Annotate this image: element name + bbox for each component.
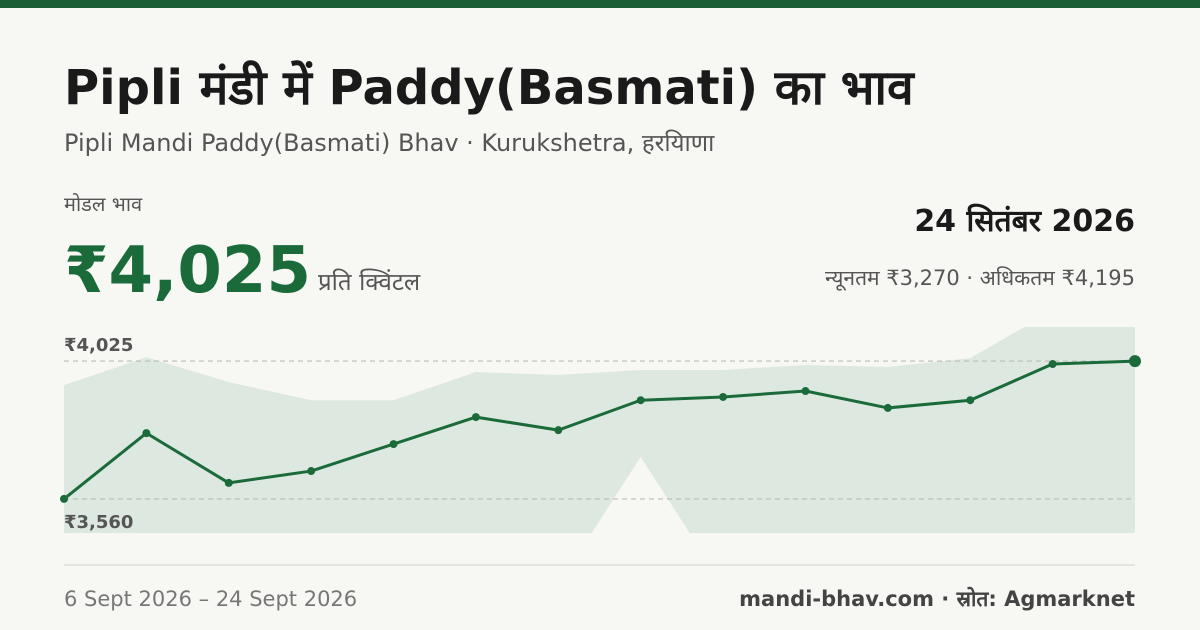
source: mandi-bhav.com · स्रोत: Agmarknet [739,586,1135,611]
price-point [1129,355,1141,368]
price-line [63,359,1136,501]
range-band [64,327,1135,533]
price-point [60,494,68,503]
unit: प्रति क्विंटल [318,268,421,296]
price-point [636,396,645,405]
date: 24 सितंबर 2026 [914,203,1135,239]
y-tick-label: ₹3,560 [64,512,133,533]
price-point [389,440,398,449]
modal-label: मोडल भाव [64,192,143,216]
price-point [719,392,728,401]
modal-price: ₹4,025 [64,234,311,308]
subtitle: Pipli Mandi Paddy(Basmati) Bhav · Kuruks… [64,129,715,157]
title: Pipli मंडी में Paddy(Basmati) का भाव [64,60,916,116]
price-point [801,387,810,396]
price-point [224,478,233,487]
chart: ₹3,560 ₹4,025 [60,327,1141,533]
price-point [471,413,480,422]
price-point [554,426,563,435]
y-tick-label: ₹4,025 [64,335,133,356]
price-point [142,429,151,438]
price-point [307,467,316,476]
range: न्यूनतम ₹3,270 · अधिकतम ₹4,195 [825,266,1135,291]
price-point [966,396,975,405]
date-range: 6 Sept 2026 – 24 Sept 2026 [64,587,357,611]
price-point [1048,360,1057,369]
price-point [883,403,892,412]
top-bar [0,0,1200,8]
